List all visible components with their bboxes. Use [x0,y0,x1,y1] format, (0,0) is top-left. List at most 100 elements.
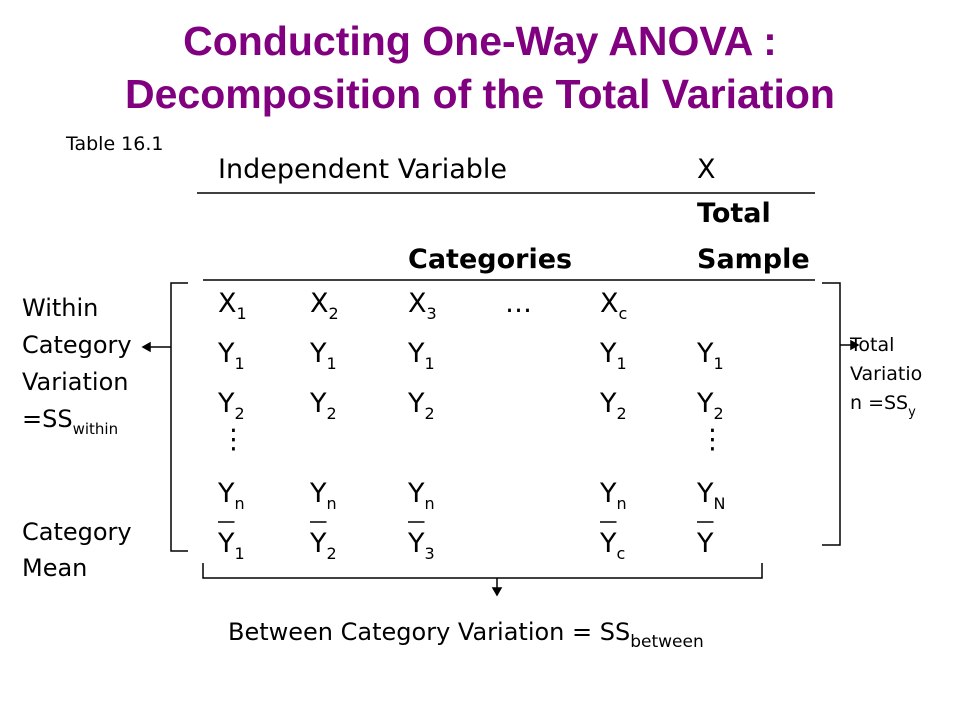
table-cell-base: Y [599,338,617,369]
table-cell: X3 [408,288,437,323]
table-cell: Yn [407,478,435,513]
table-cell-base: X [408,288,427,319]
table-cell-sub: 2 [235,404,245,423]
table-cell-sub: 1 [235,354,245,373]
table-cell: X2 [310,288,339,323]
table-cell-base: Y [696,388,714,419]
bottom-label: Between Category Variation = SSbetween [228,618,704,652]
table-cell-sub: 2 [329,304,339,323]
table-cell-sub: 1 [237,304,247,323]
title-line: Decomposition of the Total Variation [125,71,835,117]
left-bracket [170,282,188,552]
table-cell: Y1 [407,338,435,373]
table-cell: Y2 [407,388,435,423]
table-cell: Yn [217,478,245,513]
side-label: Category [22,331,132,359]
table-cell-base: Y [217,388,235,419]
table-cell: ⋮ [220,424,247,455]
bottom-label-sub: between [630,632,704,652]
table-label: Table 16.1 [65,133,163,155]
side-label: =SSwithin [22,405,118,438]
table-cell: X1 [218,288,247,323]
side-label: n =SSy [850,392,916,420]
table-cell-sub: 2 [327,404,337,423]
side-label: Variation [22,368,128,396]
table-cell-sub: 2 [714,404,724,423]
table-cell: YN [696,478,725,513]
table-cell: Y2 [309,528,337,563]
table-cell: ⋮ [699,424,726,455]
table-cell: Y1 [599,338,627,373]
table-cell-base: Y [696,478,714,509]
header-text: Independent Variable [218,154,507,185]
table-cell-base: Y [696,528,714,559]
table-cell-sub: n [235,494,245,513]
side-label-sub: y [908,405,916,420]
header-text: X [697,154,716,185]
table-cell: Y3 [407,528,435,563]
table-cell-base: Y [599,528,617,559]
table-cell-base: Y [407,478,425,509]
arrow-head [491,587,503,597]
table-cell: Y2 [217,388,245,423]
table-cell: Yn [599,478,627,513]
side-label-base: n =SS [850,392,908,414]
table-cell: Xc [600,288,627,323]
side-label: Variatio [850,363,922,385]
table-cell-sub: n [327,494,337,513]
side-label: Within [22,294,98,322]
table-cell-sub: 2 [327,544,337,563]
table-cell: Y1 [309,338,337,373]
table-cell: Y1 [217,338,245,373]
table-cell-sub: 3 [427,304,437,323]
table-cell-base: Y [309,388,327,419]
table-cell-sub: 1 [425,354,435,373]
table-cell-base: Y [217,528,235,559]
table-cell-base: Y [599,388,617,419]
table-cell-base: Y [309,478,327,509]
arrow-head [141,341,151,353]
title-line: Conducting One-Way ANOVA : [183,18,777,64]
table-cell-sub: 1 [327,354,337,373]
table-cell-base: X [310,288,329,319]
table-cell: Y [696,528,714,559]
header-text: Total [697,198,771,229]
table-cell-sub: n [617,494,627,513]
table-cell-base: Y [217,478,235,509]
table-cell-base: Y [599,478,617,509]
table-cell-base: Y [696,338,714,369]
rules [141,192,860,597]
side-label: Total [849,334,894,356]
table-cell: Y1 [696,338,724,373]
table-cell-sub: 2 [425,404,435,423]
table-cell: Y2 [696,388,724,423]
table-cell-base: Y [309,338,327,369]
table-cell: Y1 [217,528,245,563]
table-cell: Y2 [599,388,627,423]
table-cell-sub: 1 [714,354,724,373]
table-cell-base: Y [217,338,235,369]
table-cell-base: Y [407,338,425,369]
table-cell-sub: 1 [617,354,627,373]
side-label: Mean [22,554,87,582]
table-cell-sub: N [714,494,726,513]
table-cell: … [505,288,532,319]
header-text: Sample [697,244,810,275]
table-cell-base: Y [309,528,327,559]
table-cell: Y2 [309,388,337,423]
table-cell-base: Y [407,388,425,419]
table-cell-sub: 2 [617,404,627,423]
table-cell-sub: c [617,544,626,563]
table-cell-sub: n [425,494,435,513]
bottom-bracket [202,563,763,579]
arrow-head [850,339,860,351]
side-label-base: =SS [22,405,73,433]
side-label-sub: within [73,420,119,438]
table-cell-base: X [600,288,619,319]
header-text: Categories [408,244,572,275]
table-cell: Yn [309,478,337,513]
side-label: Category [22,518,132,546]
right-bracket [822,282,841,546]
